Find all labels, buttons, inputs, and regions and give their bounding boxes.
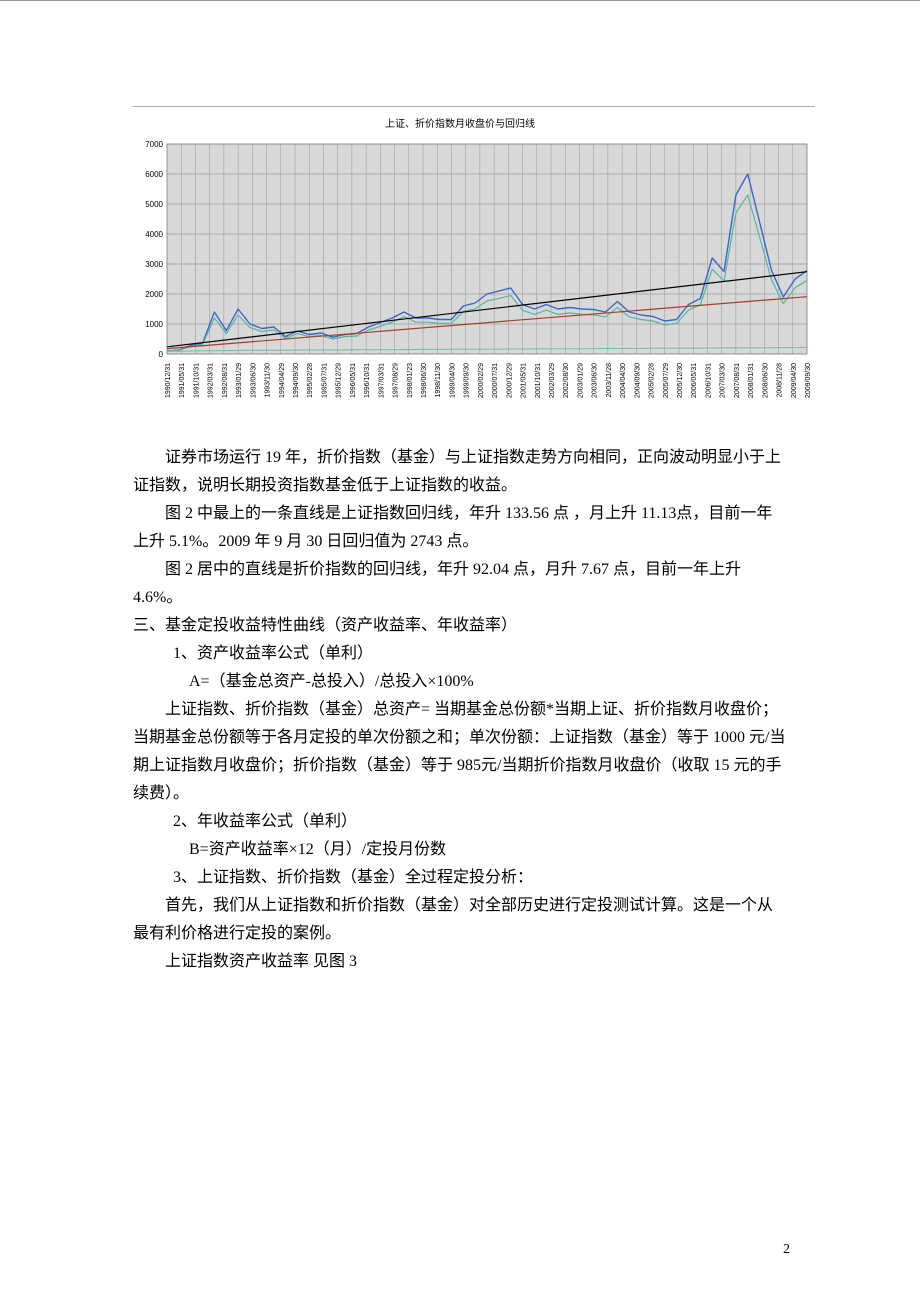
svg-text:2003/11/28: 2003/11/28 [606, 363, 613, 398]
svg-text:3000: 3000 [145, 260, 163, 269]
svg-text:1994/04/29: 1994/04/29 [279, 363, 286, 398]
svg-text:2004/09/30: 2004/09/30 [634, 363, 641, 398]
svg-text:2005/12/30: 2005/12/30 [677, 363, 684, 398]
svg-text:1998/01/23: 1998/01/23 [407, 363, 414, 398]
svg-text:2008/01/31: 2008/01/31 [748, 363, 755, 398]
svg-text:2003/06/30: 2003/06/30 [592, 363, 599, 398]
section-heading: 三、基金定投收益特性曲线（资产收益率、年收益率） [133, 612, 787, 640]
chart-container: 上证、折价指数月收盘价与回归线 0 1000 2000 3000 4000 5000 600… [133, 116, 787, 440]
svg-text:1992/03/31: 1992/03/31 [208, 363, 215, 398]
formula: B=资产收益率×12（月）/定投月份数 [133, 836, 787, 864]
svg-text:1000: 1000 [145, 320, 163, 329]
svg-text:1997/08/29: 1997/08/29 [393, 363, 400, 398]
svg-text:1991/10/31: 1991/10/31 [193, 363, 200, 398]
svg-text:7000: 7000 [145, 140, 163, 149]
svg-text:1994/09/30: 1994/09/30 [293, 363, 300, 398]
svg-text:1995/02/28: 1995/02/28 [307, 363, 314, 398]
svg-text:1999/09/30: 1999/09/30 [464, 363, 471, 398]
formula: A=（基金总资产-总投入）/总投入×100% [133, 668, 787, 696]
svg-text:2006/05/31: 2006/05/31 [691, 363, 698, 398]
svg-text:2004/04/30: 2004/04/30 [620, 363, 627, 398]
paragraph: 上证指数、折价指数（基金）总资产= 当期基金总份额*当期上证、折价指数月收盘价；… [133, 696, 787, 808]
svg-text:1996/05/31: 1996/05/31 [350, 363, 357, 398]
svg-text:1992/08/31: 1992/08/31 [222, 363, 229, 398]
subsection: 1、资产收益率公式（单利） [133, 640, 787, 668]
svg-text:1993/01/29: 1993/01/29 [236, 363, 243, 398]
svg-text:5000: 5000 [145, 200, 163, 209]
svg-text:1998/11/30: 1998/11/30 [435, 363, 442, 398]
svg-text:1991/05/31: 1991/05/31 [179, 363, 186, 398]
svg-text:2001/10/31: 2001/10/31 [535, 363, 542, 398]
svg-text:1993/11/30: 1993/11/30 [265, 363, 272, 398]
svg-text:1999/04/30: 1999/04/30 [449, 363, 456, 398]
svg-text:2005/02/28: 2005/02/28 [649, 363, 656, 398]
paragraph: 首先，我们从上证指数和折价指数（基金）对全部历史进行定投测试计算。这是一个从最有… [133, 892, 787, 948]
svg-text:2003/01/29: 2003/01/29 [577, 363, 584, 398]
svg-text:2002/08/30: 2002/08/30 [563, 363, 570, 398]
paragraph: 图 2 中最上的一条直线是上证指数回归线，年升 133.56 点 ，月上升 11… [133, 500, 787, 556]
svg-text:2009/09/30: 2009/09/30 [805, 363, 812, 398]
svg-text:2005/07/29: 2005/07/29 [663, 363, 670, 398]
svg-text:2000/02/29: 2000/02/29 [478, 363, 485, 398]
line-chart: 0 1000 2000 3000 4000 5000 6000 7000 1990/12/31 1… [133, 140, 813, 440]
svg-text:1995/12/29: 1995/12/29 [336, 363, 343, 398]
svg-text:2008/06/30: 2008/06/30 [762, 363, 769, 398]
svg-text:2007/08/31: 2007/08/31 [734, 363, 741, 398]
svg-text:1990/12/31: 1990/12/31 [165, 363, 172, 398]
svg-text:4000: 4000 [145, 230, 163, 239]
paragraph: 上证指数资产收益率 见图 3 [133, 948, 787, 976]
svg-text:1997/03/31: 1997/03/31 [378, 363, 385, 398]
svg-text:1995/07/31: 1995/07/31 [321, 363, 328, 398]
svg-text:2007/03/30: 2007/03/30 [720, 363, 727, 398]
svg-text:1993/06/30: 1993/06/30 [250, 363, 257, 398]
svg-text:2000: 2000 [145, 290, 163, 299]
document-body: 证券市场运行 19 年，折价指数（基金）与上证指数走势方向相同，正向波动明显小于… [133, 444, 787, 976]
svg-text:1996/10/31: 1996/10/31 [364, 363, 371, 398]
chart-title: 上证、折价指数月收盘价与回归线 [133, 116, 787, 134]
paragraph: 图 2 居中的直线是折价指数的回归线，年升 92.04 点，月升 7.67 点，… [133, 556, 787, 612]
svg-text:2001/05/31: 2001/05/31 [521, 363, 528, 398]
svg-text:2000/12/29: 2000/12/29 [506, 363, 513, 398]
page-number: 2 [783, 1237, 790, 1262]
svg-text:2002/03/29: 2002/03/29 [549, 363, 556, 398]
header-rule [133, 106, 815, 107]
svg-text:6000: 6000 [145, 170, 163, 179]
subsection: 3、上证指数、折价指数（基金）全过程定投分析： [133, 864, 787, 892]
svg-text:2009/04/30: 2009/04/30 [791, 363, 798, 398]
paragraph: 证券市场运行 19 年，折价指数（基金）与上证指数走势方向相同，正向波动明显小于… [133, 444, 787, 500]
svg-text:2000/07/31: 2000/07/31 [492, 363, 499, 398]
svg-text:0: 0 [159, 350, 164, 359]
svg-text:2006/10/31: 2006/10/31 [705, 363, 712, 398]
svg-text:2008/11/28: 2008/11/28 [777, 363, 784, 398]
subsection: 2、年收益率公式（单利） [133, 808, 787, 836]
svg-text:1998/06/30: 1998/06/30 [421, 363, 428, 398]
